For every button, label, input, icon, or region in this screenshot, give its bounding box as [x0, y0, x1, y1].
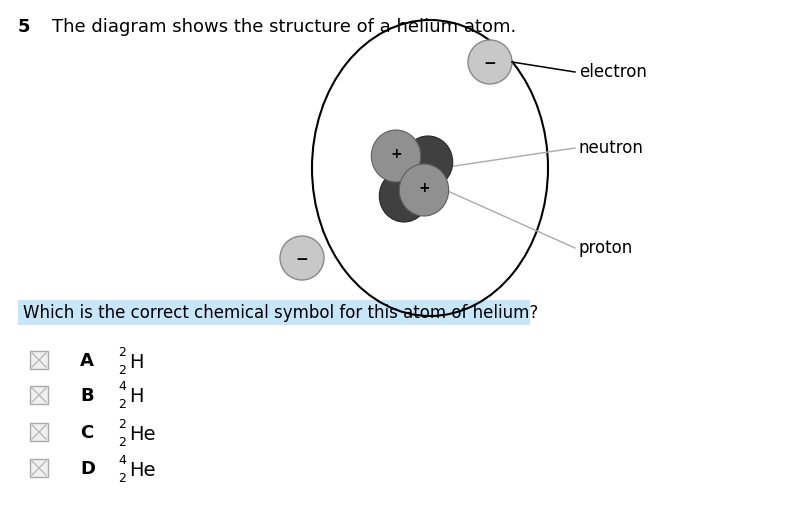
Text: A: A	[80, 352, 94, 370]
Ellipse shape	[399, 164, 449, 216]
Ellipse shape	[403, 136, 453, 188]
Text: He: He	[129, 461, 155, 479]
Text: 4: 4	[118, 380, 126, 393]
Text: 2: 2	[118, 399, 126, 412]
Text: B: B	[80, 387, 94, 405]
Text: −: −	[484, 56, 496, 70]
Text: C: C	[80, 424, 94, 442]
Text: proton: proton	[579, 239, 634, 257]
Circle shape	[280, 236, 324, 280]
Text: Which is the correct chemical symbol for this atom of helium?: Which is the correct chemical symbol for…	[23, 304, 538, 321]
FancyBboxPatch shape	[30, 423, 48, 441]
Text: +: +	[390, 147, 402, 161]
Ellipse shape	[379, 170, 429, 222]
Text: +: +	[418, 181, 430, 195]
Ellipse shape	[371, 130, 421, 182]
Text: H: H	[129, 388, 143, 406]
Text: 4: 4	[118, 453, 126, 466]
Text: 2: 2	[118, 472, 126, 485]
Text: −: −	[296, 252, 308, 267]
FancyBboxPatch shape	[18, 300, 530, 325]
Text: 2: 2	[118, 364, 126, 377]
Text: H: H	[129, 353, 143, 371]
FancyBboxPatch shape	[30, 386, 48, 404]
Text: 2: 2	[118, 417, 126, 430]
FancyBboxPatch shape	[30, 351, 48, 369]
Circle shape	[468, 40, 512, 84]
Text: The diagram shows the structure of a helium atom.: The diagram shows the structure of a hel…	[52, 18, 516, 36]
Text: neutron: neutron	[579, 139, 644, 157]
Text: 2: 2	[118, 436, 126, 449]
Text: D: D	[80, 460, 95, 478]
Text: 2: 2	[118, 345, 126, 358]
Text: He: He	[129, 425, 155, 443]
Text: electron: electron	[579, 63, 647, 81]
Text: 5: 5	[18, 18, 30, 36]
FancyBboxPatch shape	[30, 459, 48, 477]
